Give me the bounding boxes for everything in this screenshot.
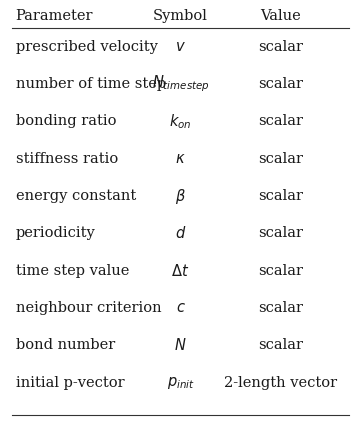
Text: periodicity: periodicity <box>16 226 95 240</box>
Text: bond number: bond number <box>16 338 115 351</box>
Text: scalar: scalar <box>258 189 303 203</box>
Text: $d$: $d$ <box>175 225 186 241</box>
Text: $N$: $N$ <box>174 337 187 353</box>
Text: $p_{init}$: $p_{init}$ <box>166 374 195 390</box>
Text: scalar: scalar <box>258 40 303 54</box>
Text: scalar: scalar <box>258 151 303 165</box>
Text: $c$: $c$ <box>175 300 186 314</box>
Text: scalar: scalar <box>258 338 303 351</box>
Text: $\kappa$: $\kappa$ <box>175 151 186 165</box>
Text: energy constant: energy constant <box>16 189 136 203</box>
Text: 2-length vector: 2-length vector <box>224 375 338 389</box>
Text: $\Delta t$: $\Delta t$ <box>171 262 190 278</box>
Text: scalar: scalar <box>258 300 303 314</box>
Text: Symbol: Symbol <box>153 9 208 23</box>
Text: Value: Value <box>260 9 301 23</box>
Text: neighbour criterion: neighbour criterion <box>16 300 161 314</box>
Text: bonding ratio: bonding ratio <box>16 114 116 128</box>
Text: stiffness ratio: stiffness ratio <box>16 151 118 165</box>
Text: Parameter: Parameter <box>16 9 93 23</box>
Text: time step value: time step value <box>16 263 129 277</box>
Text: $k_{on}$: $k_{on}$ <box>169 112 192 130</box>
Text: $\beta$: $\beta$ <box>175 186 186 205</box>
Text: $v$: $v$ <box>175 40 186 54</box>
Text: prescribed velocity: prescribed velocity <box>16 40 158 54</box>
Text: $N_{timestep}$: $N_{timestep}$ <box>152 74 209 94</box>
Text: number of time step: number of time step <box>16 77 166 91</box>
Text: initial p-vector: initial p-vector <box>16 375 124 389</box>
Text: scalar: scalar <box>258 263 303 277</box>
Text: scalar: scalar <box>258 114 303 128</box>
Text: scalar: scalar <box>258 77 303 91</box>
Text: scalar: scalar <box>258 226 303 240</box>
